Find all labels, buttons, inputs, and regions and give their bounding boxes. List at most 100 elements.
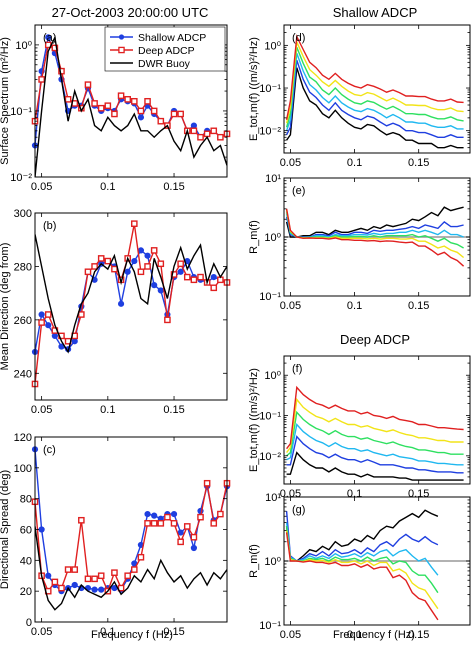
- y-tick-label: 300: [14, 208, 32, 220]
- data-point-c: [170, 520, 178, 527]
- x-tick-label: 0.1: [347, 300, 362, 312]
- data-point-b: [177, 260, 184, 268]
- panel-b: 0.05 0.1 0.15 240 260 280 300 (b) Mean Direction…: [0, 208, 231, 416]
- y-axis-label-d: E_tot,m(f) ((m/s)²/Hz): [248, 37, 260, 141]
- data-point-b: [150, 247, 158, 254]
- y-tick-label: 10⁰: [264, 556, 281, 568]
- panel-g: 0.05 0.1 0.15 10⁻¹ 10⁰ 10¹ (g) R_m(f): [248, 492, 471, 641]
- panel-label-a: (a): [43, 32, 56, 44]
- data-point-b: [111, 265, 118, 273]
- data-point-a: [190, 127, 198, 135]
- series-line-g-6: [285, 532, 439, 621]
- data-point-c: [64, 566, 72, 573]
- data-point-a: [150, 107, 158, 115]
- y-tick-label: 10⁻¹: [10, 106, 32, 118]
- data-point-c: [177, 538, 184, 546]
- panel-label-d: (d): [292, 32, 305, 44]
- data-point-b: [131, 257, 138, 265]
- series-line-g-5: [285, 530, 439, 610]
- data-point-a: [97, 104, 105, 112]
- series-line-e-3: [285, 213, 464, 239]
- data-point-c: [58, 584, 65, 592]
- series-line-b-2: [35, 234, 227, 354]
- x-tick-label: 0.05: [31, 404, 52, 416]
- data-point-c: [144, 520, 151, 527]
- series-line-d-5: [285, 34, 464, 120]
- data-point-a: [84, 81, 92, 88]
- y-tick-label: 0: [26, 617, 32, 629]
- data-point-c: [97, 572, 105, 580]
- data-point-b: [38, 311, 45, 318]
- series-line-d-0: [286, 67, 464, 149]
- data-point-b: [190, 276, 198, 284]
- panel-e: 0.05 0.1 0.15 10⁻¹ 10⁰ 10¹ (e) R_m(f): [248, 173, 471, 312]
- legend-label: DWR Buoy: [138, 58, 191, 70]
- legend-marker: [118, 46, 125, 54]
- data-point-a: [45, 34, 52, 41]
- x-tick-label: 0.05: [280, 157, 301, 169]
- data-point-c: [157, 520, 165, 527]
- data-point-c: [150, 520, 158, 527]
- data-point-b: [210, 274, 217, 281]
- data-point-c: [190, 533, 198, 541]
- data-point-c: [144, 510, 151, 518]
- data-point-c: [124, 572, 131, 580]
- data-point-c: [210, 520, 218, 527]
- y-axis-label-a: Surface Spectrum (m²/Hz): [0, 37, 11, 165]
- x-tick-label: 0.05: [31, 181, 52, 193]
- data-point-a: [124, 96, 131, 103]
- panel-label-c: (c): [43, 444, 56, 456]
- data-point-c: [131, 566, 138, 573]
- series-line-f-5: [286, 385, 464, 450]
- data-point-a: [104, 102, 112, 110]
- panel-a: 0.05 0.1 0.15 10⁻² 10⁻¹ 10⁰ (a) Surface Spectru…: [0, 24, 231, 193]
- y-tick-label: 10⁻²: [259, 126, 281, 138]
- data-point-c: [51, 578, 59, 586]
- panel-label-b: (b): [43, 220, 56, 232]
- data-point-c: [190, 544, 197, 552]
- x-tick-label: 0.05: [280, 300, 301, 312]
- y-tick-label: 10⁻¹: [259, 620, 281, 632]
- data-point-c: [170, 510, 178, 518]
- data-point-b: [210, 284, 218, 292]
- plot-frame-d: [283, 24, 471, 154]
- data-point-a: [51, 44, 59, 52]
- data-point-c: [71, 581, 78, 589]
- x-axis-label-right: Frequency f (Hz): [333, 629, 415, 641]
- data-point-b: [97, 255, 105, 262]
- series-line-e-6: [285, 208, 465, 267]
- y-tick-label: 10⁻¹: [259, 83, 281, 95]
- y-tick-label: 60: [20, 525, 32, 537]
- y-axis-label-c: Directional Spread (deg): [0, 470, 11, 589]
- data-point-a: [117, 92, 125, 100]
- y-tick-label: 10⁰: [15, 40, 32, 52]
- series-line-g-2: [285, 511, 439, 562]
- series-line-a-2: [35, 35, 227, 177]
- y-axis-label-e: R_m(f): [248, 220, 260, 254]
- series-line-f-0: [286, 451, 464, 481]
- data-point-c: [164, 513, 171, 521]
- plot-frame-c: [34, 436, 228, 623]
- series-line-g-3: [285, 522, 439, 576]
- data-point-c: [38, 526, 45, 533]
- series-line-d-1: [285, 59, 464, 139]
- x-tick-label: 0.15: [163, 181, 184, 193]
- data-point-a: [137, 107, 145, 115]
- panel-label-g: (g): [292, 504, 305, 516]
- y-tick-label: 10⁻²: [10, 172, 32, 184]
- x-tick-label: 0.1: [100, 404, 115, 416]
- x-tick-label: 0.1: [347, 629, 362, 641]
- data-point-a: [177, 110, 184, 118]
- data-point-a: [111, 110, 118, 118]
- data-point-c: [203, 479, 211, 487]
- x-tick-label: 0.15: [163, 626, 184, 638]
- data-point-b: [51, 332, 58, 339]
- x-tick-label: 0.05: [31, 626, 52, 638]
- data-point-a: [38, 76, 45, 83]
- data-point-b: [157, 287, 164, 294]
- y-tick-label: 280: [14, 261, 32, 273]
- data-point-b: [45, 322, 52, 329]
- data-point-b: [137, 268, 145, 276]
- data-point-b: [71, 338, 78, 345]
